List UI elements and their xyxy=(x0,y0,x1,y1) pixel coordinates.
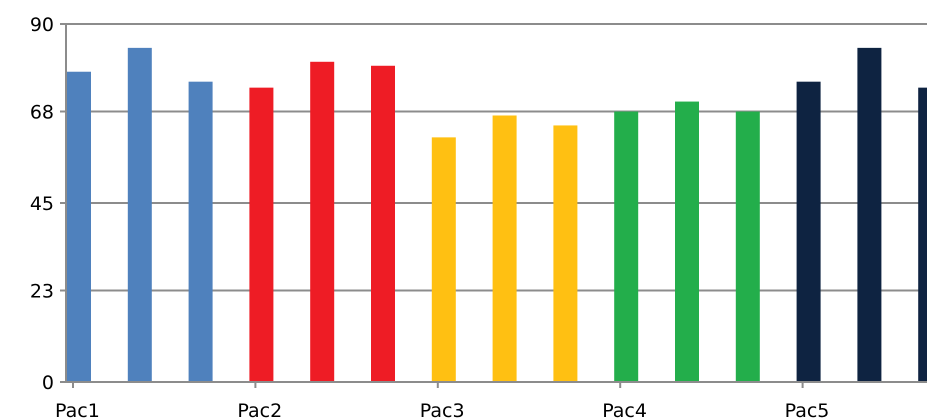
bar-pac4-2 xyxy=(675,101,699,383)
x-tick-label: Pac4 xyxy=(602,400,647,420)
bars xyxy=(67,47,927,383)
x-tick-label: Pac3 xyxy=(420,400,465,420)
y-tick-labels: 0 23 45 68 90 xyxy=(30,14,54,394)
x-tick-labels: Pac1 Pac2 Pac3 Pac4 Pac5 xyxy=(55,400,829,420)
bar-pac3-3 xyxy=(553,125,578,382)
bar-pac5-3 xyxy=(918,87,927,383)
y-tick-label: 90 xyxy=(30,14,54,36)
bar-pac3-1 xyxy=(431,137,456,382)
y-tick-label: 68 xyxy=(30,102,54,124)
x-tick-label: Pac2 xyxy=(237,400,282,420)
bar-pac2-3 xyxy=(371,65,395,383)
bar-pac1-2 xyxy=(127,47,152,382)
bar-pac3-2 xyxy=(492,115,517,382)
x-tick-label: Pac5 xyxy=(785,400,830,420)
y-tick-label: 0 xyxy=(42,372,54,394)
bar-pac5-2 xyxy=(857,47,882,382)
bar-pac4-1 xyxy=(614,111,639,382)
axes xyxy=(60,23,927,388)
bar-pac5-1 xyxy=(796,81,821,382)
bar-pac4-3 xyxy=(735,111,760,382)
bar-pac1-3 xyxy=(188,81,213,382)
bar-pac2-2 xyxy=(310,61,335,383)
bar-pac1-1 xyxy=(67,71,91,382)
y-tick-label: 23 xyxy=(30,281,54,303)
y-tick-label: 45 xyxy=(30,193,54,215)
x-tick-label: Pac1 xyxy=(55,400,100,420)
bar-pac2-1 xyxy=(249,87,274,383)
